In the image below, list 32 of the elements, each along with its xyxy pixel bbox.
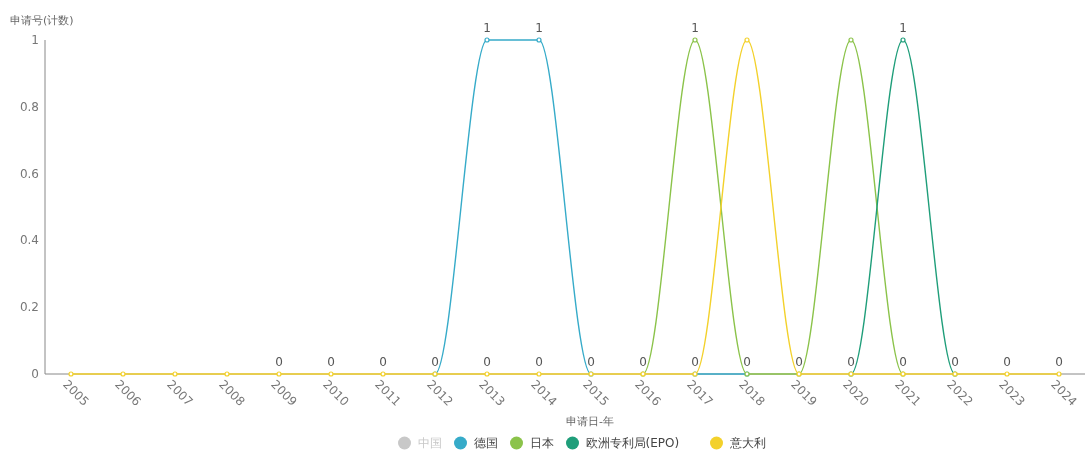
legend-label: 意大利 [728,436,766,450]
legend-label: 日本 [529,436,554,450]
y-tick-label: 0.8 [19,99,39,114]
y-tick-label: 1 [31,33,39,47]
data-label: 0 [951,355,959,369]
y-tick-label: 0.4 [19,233,39,248]
data-label: 1 [691,21,699,35]
data-label: 0 [691,355,699,369]
data-label: 1 [483,21,491,35]
y-tick-label: 0.2 [19,300,39,315]
data-label: 0 [639,355,647,369]
data-label: 1 [535,21,543,35]
data-label: 0 [431,355,439,369]
legend-label: 德国 [473,436,498,450]
data-label: 0 [743,355,751,369]
data-label: 0 [795,355,803,369]
data-label: 0 [327,355,335,369]
data-label: 0 [275,355,283,369]
data-label: 0 [483,355,491,369]
data-label: 0 [1055,355,1063,369]
data-label: 0 [847,355,855,369]
data-label: 0 [379,355,387,369]
data-label: 0 [587,355,595,369]
data-label: 1 [899,21,907,35]
data-label: 0 [535,355,543,369]
legend-label: 欧洲专利局(EPO) [585,436,680,450]
y-tick-label: 0.6 [19,166,39,181]
y-axis-title: 申请号(计数) [10,14,74,27]
y-tick-label: 0 [31,367,39,381]
data-label: 0 [899,355,907,369]
data-label: 0 [1003,355,1011,369]
x-axis-title: 申请日-年 [566,415,614,428]
